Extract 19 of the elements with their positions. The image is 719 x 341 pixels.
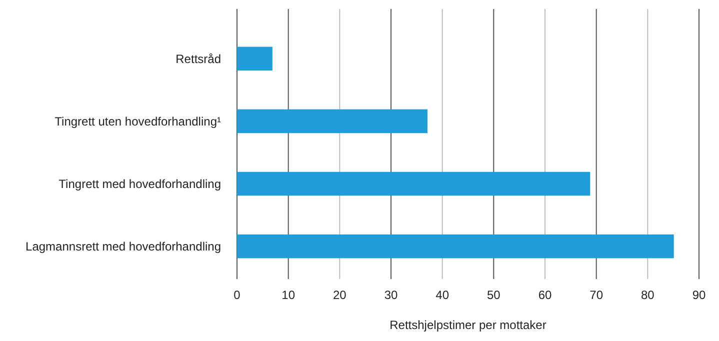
x-tick-label: 30 [384,288,398,302]
bar [237,109,428,134]
x-tick-label: 90 [692,288,706,302]
x-tick-label: 40 [436,288,450,302]
y-tick-label: Tingrett uten hovedforhandling¹ [54,114,221,128]
x-tick-label: 60 [538,288,552,302]
bar [237,46,272,71]
x-tick-label: 80 [640,288,655,302]
x-tick-label: 20 [332,288,347,302]
y-tick-label: Rettsråd [176,52,221,66]
x-tick-label: 0 [234,288,241,302]
x-tick-label: 10 [282,288,296,302]
x-tick-label: 70 [590,288,604,302]
y-tick-label: Lagmannsrett med hovedforhandling [26,240,221,254]
bar [237,234,674,258]
x-axis-title: Rettshjelpstimer per mottaker [390,318,546,332]
y-tick-label: Tingrett med hovedforhandling [58,176,221,191]
bar [237,172,590,196]
x-tick-label: 50 [486,288,501,302]
